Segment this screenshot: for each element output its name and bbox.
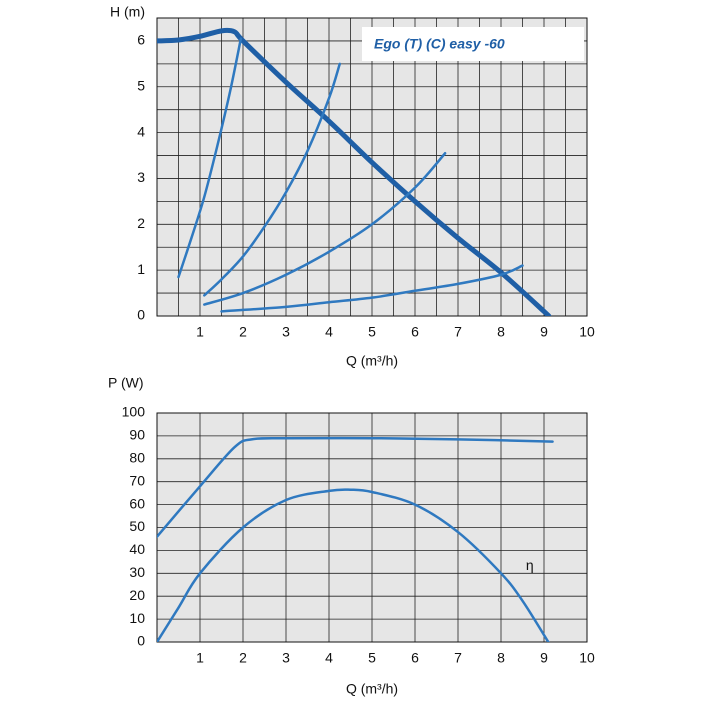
curve — [203, 151, 447, 306]
annotation-box — [362, 27, 584, 61]
curve — [157, 27, 552, 316]
y-tick-label: 30 — [129, 564, 145, 580]
x-tick-label: 2 — [239, 324, 247, 340]
y-axis-label: H (m) — [110, 4, 145, 20]
x-tick-label: 7 — [454, 650, 462, 666]
y-tick-label: 4 — [137, 123, 145, 139]
plot-border — [156, 412, 588, 643]
x-axis-label: Q (m³/h) — [346, 353, 398, 369]
curve — [203, 62, 341, 297]
x-tick-label: 4 — [325, 650, 333, 666]
y-axis-label: P (W) — [108, 375, 144, 391]
y-tick-label: 6 — [137, 32, 145, 48]
x-tick-label: 1 — [196, 324, 204, 340]
x-tick-label: 7 — [454, 324, 462, 340]
x-tick-label: 10 — [579, 650, 595, 666]
y-tick-label: 50 — [129, 518, 145, 534]
x-tick-label: 5 — [368, 650, 376, 666]
y-tick-label: 3 — [137, 169, 145, 185]
x-tick-label: 8 — [497, 650, 505, 666]
y-tick-label: 2 — [137, 215, 145, 231]
x-tick-label: 6 — [411, 324, 419, 340]
x-tick-label: 4 — [325, 324, 333, 340]
x-tick-label: 3 — [282, 324, 290, 340]
y-tick-label: 20 — [129, 587, 145, 603]
x-tick-label: 6 — [411, 650, 419, 666]
x-tick-label: 1 — [196, 650, 204, 666]
x-tick-label: 2 — [239, 650, 247, 666]
annotation: Ego (T) (C) easy -60 — [374, 36, 505, 52]
x-tick-label: 5 — [368, 324, 376, 340]
y-tick-label: 40 — [129, 541, 145, 557]
y-tick-label: 10 — [129, 610, 145, 626]
y-tick-label: 0 — [137, 307, 145, 323]
y-tick-label: 100 — [122, 404, 146, 420]
curve — [157, 436, 554, 538]
curve — [220, 264, 524, 313]
plot-border — [156, 17, 588, 317]
y-tick-label: 0 — [137, 633, 145, 649]
y-tick-label: 60 — [129, 495, 145, 511]
y-tick-label: 5 — [137, 77, 145, 93]
curve — [157, 488, 550, 642]
x-axis-label: Q (m³/h) — [346, 681, 398, 697]
x-tick-label: 10 — [579, 324, 595, 340]
curve — [177, 37, 243, 279]
curve-label: η — [526, 557, 534, 573]
y-tick-label: 80 — [129, 450, 145, 466]
x-tick-label: 9 — [540, 324, 548, 340]
x-tick-label: 3 — [282, 650, 290, 666]
y-tick-label: 90 — [129, 427, 145, 443]
y-tick-label: 1 — [137, 261, 145, 277]
x-tick-label: 9 — [540, 650, 548, 666]
x-tick-label: 8 — [497, 324, 505, 340]
y-tick-label: 70 — [129, 472, 145, 488]
